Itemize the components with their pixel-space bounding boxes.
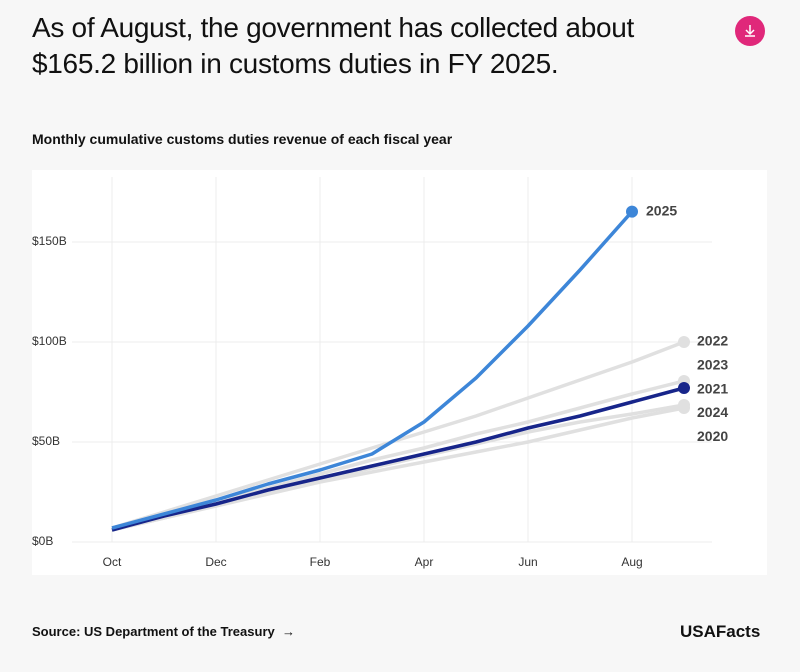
x-tick-label: Oct	[103, 555, 122, 569]
subtitle: Monthly cumulative customs duties revenu…	[32, 131, 453, 147]
series-label: 2024	[697, 404, 728, 420]
source[interactable]: Source: US Department of the Treasury →	[32, 624, 295, 639]
x-tick-label: Feb	[310, 555, 331, 569]
x-tick-label: Apr	[415, 555, 434, 569]
end-dot	[678, 382, 690, 394]
end-dot	[678, 399, 690, 411]
series-label: 2020	[697, 428, 728, 444]
y-tick-label: $100B	[32, 334, 67, 348]
y-tick-label: $50B	[32, 434, 60, 448]
series-label: 2025	[646, 202, 677, 218]
y-tick-label: $150B	[32, 234, 67, 248]
y-tick-label: $0B	[32, 534, 53, 548]
series-label: 2023	[697, 357, 728, 373]
x-tick-label: Aug	[621, 555, 642, 569]
source-text: Source: US Department of the Treasury	[32, 624, 275, 639]
series-line	[111, 210, 634, 530]
series-line	[111, 386, 685, 532]
title: As of August, the government has collect…	[32, 12, 634, 79]
x-tick-label: Jun	[518, 555, 537, 569]
end-dot	[626, 205, 638, 218]
series-label: 2021	[697, 380, 728, 396]
series-label: 2022	[697, 333, 728, 349]
brand: USAFacts	[680, 622, 761, 641]
download-icon	[745, 25, 755, 37]
end-dot	[678, 336, 690, 348]
download-button[interactable]	[735, 16, 765, 46]
plot-bg	[32, 170, 767, 575]
x-tick-label: Dec	[205, 555, 226, 569]
